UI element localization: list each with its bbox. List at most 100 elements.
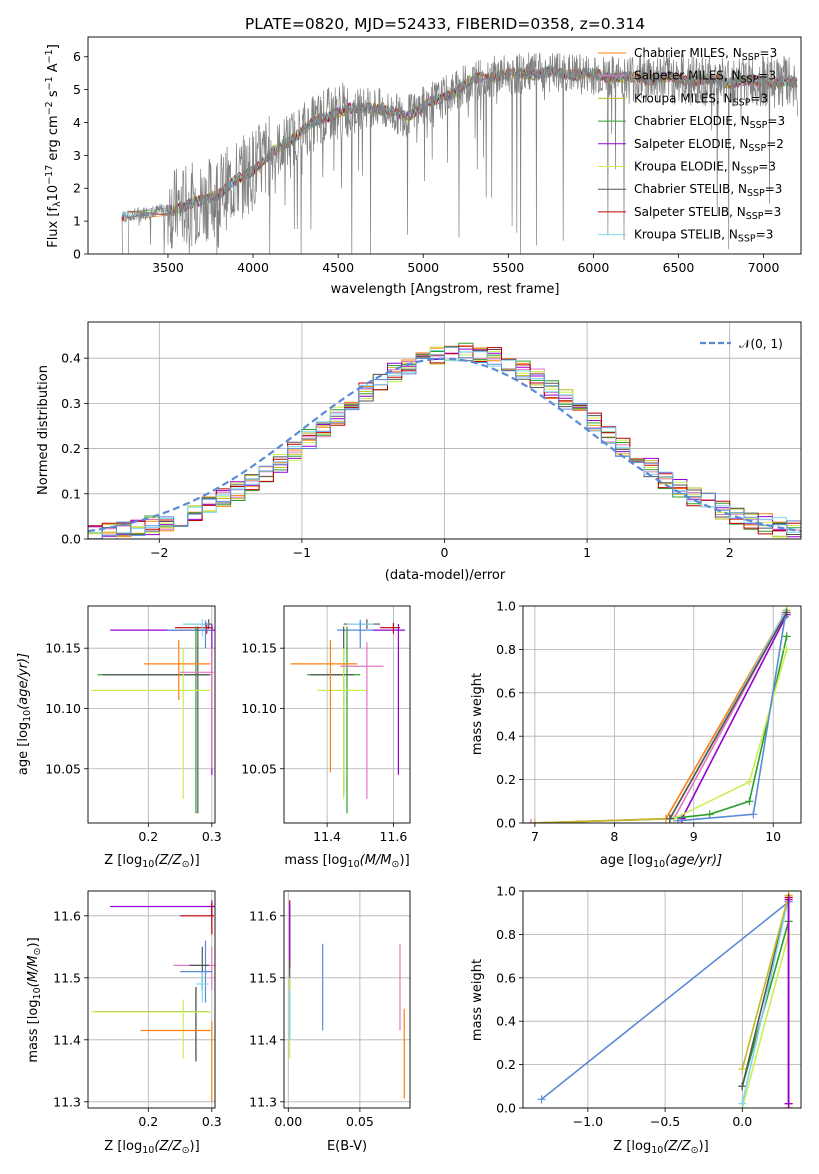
- label-part: )]: [190, 853, 200, 868]
- label-part: SSP: [738, 234, 756, 245]
- weight-marker: [673, 816, 682, 823]
- label-part: −2: [44, 101, 55, 115]
- y-tick-label: 4: [73, 115, 81, 130]
- label-part: ⊙: [182, 1145, 190, 1156]
- y-axis-label: mass weight: [470, 673, 485, 755]
- weight-marker: [526, 819, 535, 823]
- label-part: Kroupa MILES, N: [634, 91, 733, 105]
- y-axis-label: Normed distribution: [36, 365, 51, 495]
- weight-series-1: [530, 614, 786, 823]
- y-tick-label: 10.10: [45, 701, 81, 716]
- legend-entry: Kroupa MILES, NSSP=3: [634, 91, 768, 108]
- weight-marker: [784, 1099, 793, 1108]
- y-tick-label: 11.5: [53, 970, 81, 985]
- mass-vs-metallicity-panel: 0.2 0.311.311.411.511.6Z [log10(Z/Z⊙)]mas…: [26, 890, 222, 1156]
- legend-entry: Kroupa ELODIE, NSSP=3: [634, 160, 776, 177]
- label-part: Kroupa STELIB, N: [634, 228, 738, 242]
- label-part: =3: [767, 114, 785, 128]
- y-tick-label: 10.05: [45, 761, 81, 776]
- label-part: 10: [142, 1145, 154, 1156]
- x-tick-label: 0.00: [274, 1114, 302, 1129]
- x-tick-label: −2: [150, 545, 168, 560]
- label-part: =3: [764, 205, 782, 219]
- label-part: Chabrier ELODIE, N: [634, 114, 750, 128]
- label-part: (Z/Z: [663, 1139, 691, 1154]
- x-tick-label: 0.2: [138, 829, 158, 844]
- x-tick-label: 0.0: [732, 1114, 752, 1129]
- weight-series-5: [673, 649, 788, 820]
- x-tick-label: 6000: [577, 260, 609, 275]
- axes-frame: [87, 36, 802, 255]
- weight-marker: [784, 895, 793, 904]
- label-part: Chabrier MILES, N: [634, 46, 742, 60]
- label-part: λ: [52, 201, 63, 207]
- axes-frame: [87, 321, 802, 540]
- label-part: −1: [44, 76, 55, 90]
- y-tick-label: 0.4: [496, 1014, 516, 1029]
- y-tick-label: 10.15: [241, 641, 277, 656]
- label-part: SSP: [747, 188, 765, 199]
- label-part: (Z/Z: [154, 853, 182, 868]
- x-axis-label: (data-model)/error: [385, 568, 506, 583]
- residuals-panel: −2 −1 0 1 2 0.0 0.1 0.2 0.3 0.4 (data-model)/error…: [36, 321, 802, 583]
- label-part: age [log: [600, 853, 653, 868]
- plot-area: [290, 619, 406, 814]
- label-part: ⊙: [691, 1145, 699, 1156]
- label-part: (M/M: [26, 955, 41, 987]
- mass-vs-extinction-panel: 0.00 0.05 11.3 11.4 11.5 11.6 E(B-V): [249, 890, 411, 1154]
- x-tick-label: 0.05: [346, 1114, 374, 1129]
- label-part: =3: [760, 46, 778, 60]
- x-tick-label: 11.6: [379, 829, 407, 844]
- x-tick-label: 3500: [152, 260, 184, 275]
- plot-area: [289, 900, 405, 1099]
- legend-entry: Chabrier MILES, NSSP=3: [634, 46, 777, 63]
- y-tick-label: 2: [73, 181, 81, 196]
- axes-frame: [283, 605, 411, 824]
- label-part: Salpeter STELIB, N: [634, 205, 746, 219]
- x-tick-label: 9: [690, 829, 698, 844]
- y-tick-label: 1: [73, 214, 81, 229]
- y-tick-label: 0: [73, 247, 81, 262]
- x-tick-label: −1: [293, 545, 311, 560]
- axes-frame: [283, 890, 411, 1109]
- weight-series-3: [681, 614, 788, 820]
- legend-entry: Chabrier ELODIE, NSSP=3: [634, 114, 785, 131]
- y-tick-label: 5: [73, 82, 81, 97]
- label-part: Salpeter MILES, N: [634, 69, 741, 83]
- label-part: mass [log: [284, 853, 347, 868]
- weight-series-4: [741, 897, 790, 1104]
- weight-marker: [782, 645, 791, 654]
- label-part: )]: [400, 853, 410, 868]
- label-part: Flux [f: [46, 207, 61, 248]
- legend-entry: Salpeter STELIB, NSSP=3: [634, 205, 781, 222]
- y-tick-label: 0.6: [496, 685, 516, 700]
- y-tick-label: 10.15: [45, 641, 81, 656]
- x-tick-label: 6500: [663, 260, 695, 275]
- y-tick-label: 0.6: [496, 970, 516, 985]
- label-part: SSP: [733, 97, 751, 108]
- y-axis-label: mass [log10(M/M⊙)]: [26, 937, 43, 1062]
- label-part: Salpeter ELODIE, N: [634, 137, 748, 151]
- label-part: SSP: [746, 211, 764, 222]
- y-tick-label: 6: [73, 49, 81, 64]
- y-tick-label: 11.4: [53, 1032, 81, 1047]
- y-tick-label: 11.5: [249, 970, 277, 985]
- weight-series-5: [741, 895, 790, 1070]
- y-axis-label: Flux [fλ10−17 erg cm−2 s−1 A−1]: [44, 44, 63, 248]
- weight-marker: [782, 632, 791, 641]
- x-tick-label: 11.4: [313, 829, 341, 844]
- x-axis-label: age [log10(age/yr)]: [600, 853, 722, 870]
- x-axis-label: E(B-V): [327, 1139, 367, 1154]
- y-tick-label: 1.0: [496, 599, 516, 614]
- label-part: SSP: [742, 52, 760, 63]
- weight-marker: [738, 1099, 747, 1108]
- weight-marker: [749, 810, 758, 819]
- label-part: Z [log: [104, 853, 142, 868]
- y-tick-label: 0.2: [61, 441, 81, 456]
- axes-frame: [522, 605, 802, 824]
- label-part: =3: [756, 228, 774, 242]
- y-tick-label: 0.8: [496, 642, 516, 657]
